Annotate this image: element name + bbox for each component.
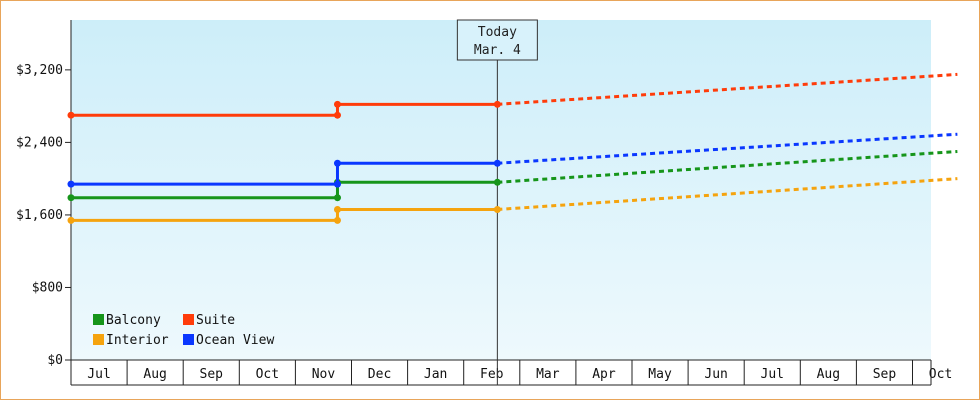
plot-area xyxy=(71,20,931,360)
legend-label-interior: Interior xyxy=(106,333,169,348)
month-label: Oct xyxy=(256,367,279,382)
suite-line-forecast xyxy=(497,72,958,106)
legend-swatch-interior xyxy=(93,334,104,345)
month-label: Nov xyxy=(312,367,336,382)
month-label: May xyxy=(648,367,672,382)
legend-label-suite: Suite xyxy=(196,313,235,328)
balcony-point xyxy=(333,194,341,202)
legend-swatch-suite xyxy=(183,314,194,325)
interior-line-forecast xyxy=(497,177,958,211)
ocean-view-point xyxy=(333,159,341,167)
month-label: Aug xyxy=(143,367,166,382)
y-tick-label: $800 xyxy=(32,280,63,295)
month-label: Jul xyxy=(87,367,110,382)
legend-label-ocean-view: Ocean View xyxy=(196,333,274,348)
interior-point xyxy=(333,216,341,224)
today-date: Mar. 4 xyxy=(474,43,521,58)
interior-point xyxy=(67,216,75,224)
month-label: Jun xyxy=(704,367,727,382)
month-label: Jan xyxy=(424,367,447,382)
legend-label-balcony: Balcony xyxy=(106,313,161,328)
month-label: Aug xyxy=(817,367,840,382)
y-tick-label: $0 xyxy=(47,353,63,368)
today-label: Today xyxy=(478,25,517,40)
legend-swatch-ocean-view xyxy=(183,334,194,345)
today-box xyxy=(456,19,538,61)
interior-point xyxy=(333,205,341,213)
balcony-point xyxy=(493,178,501,186)
y-tick-label: $1,600 xyxy=(16,208,63,223)
month-label: Feb xyxy=(480,367,504,382)
month-label: Dec xyxy=(368,367,391,382)
balcony-point xyxy=(67,194,75,202)
month-label: Jul xyxy=(761,367,784,382)
suite-point xyxy=(333,100,341,108)
suite-point xyxy=(493,100,501,108)
ocean-view-point xyxy=(493,159,501,167)
ocean-view-point xyxy=(333,180,341,188)
interior-point xyxy=(493,205,501,213)
month-label: Sep xyxy=(873,367,897,382)
y-tick-label: $2,400 xyxy=(16,135,63,150)
month-label: Apr xyxy=(592,367,616,382)
suite-point xyxy=(67,111,75,119)
legend-swatch-balcony xyxy=(93,314,104,325)
ocean-view-line-forecast xyxy=(497,132,958,165)
balcony-line-forecast xyxy=(497,149,958,184)
ocean-view-point xyxy=(67,180,75,188)
month-label: Oct xyxy=(929,367,952,382)
y-tick-label: $3,200 xyxy=(16,63,63,78)
suite-point xyxy=(333,111,341,119)
month-label: Sep xyxy=(200,367,224,382)
month-label: Mar xyxy=(536,367,560,382)
